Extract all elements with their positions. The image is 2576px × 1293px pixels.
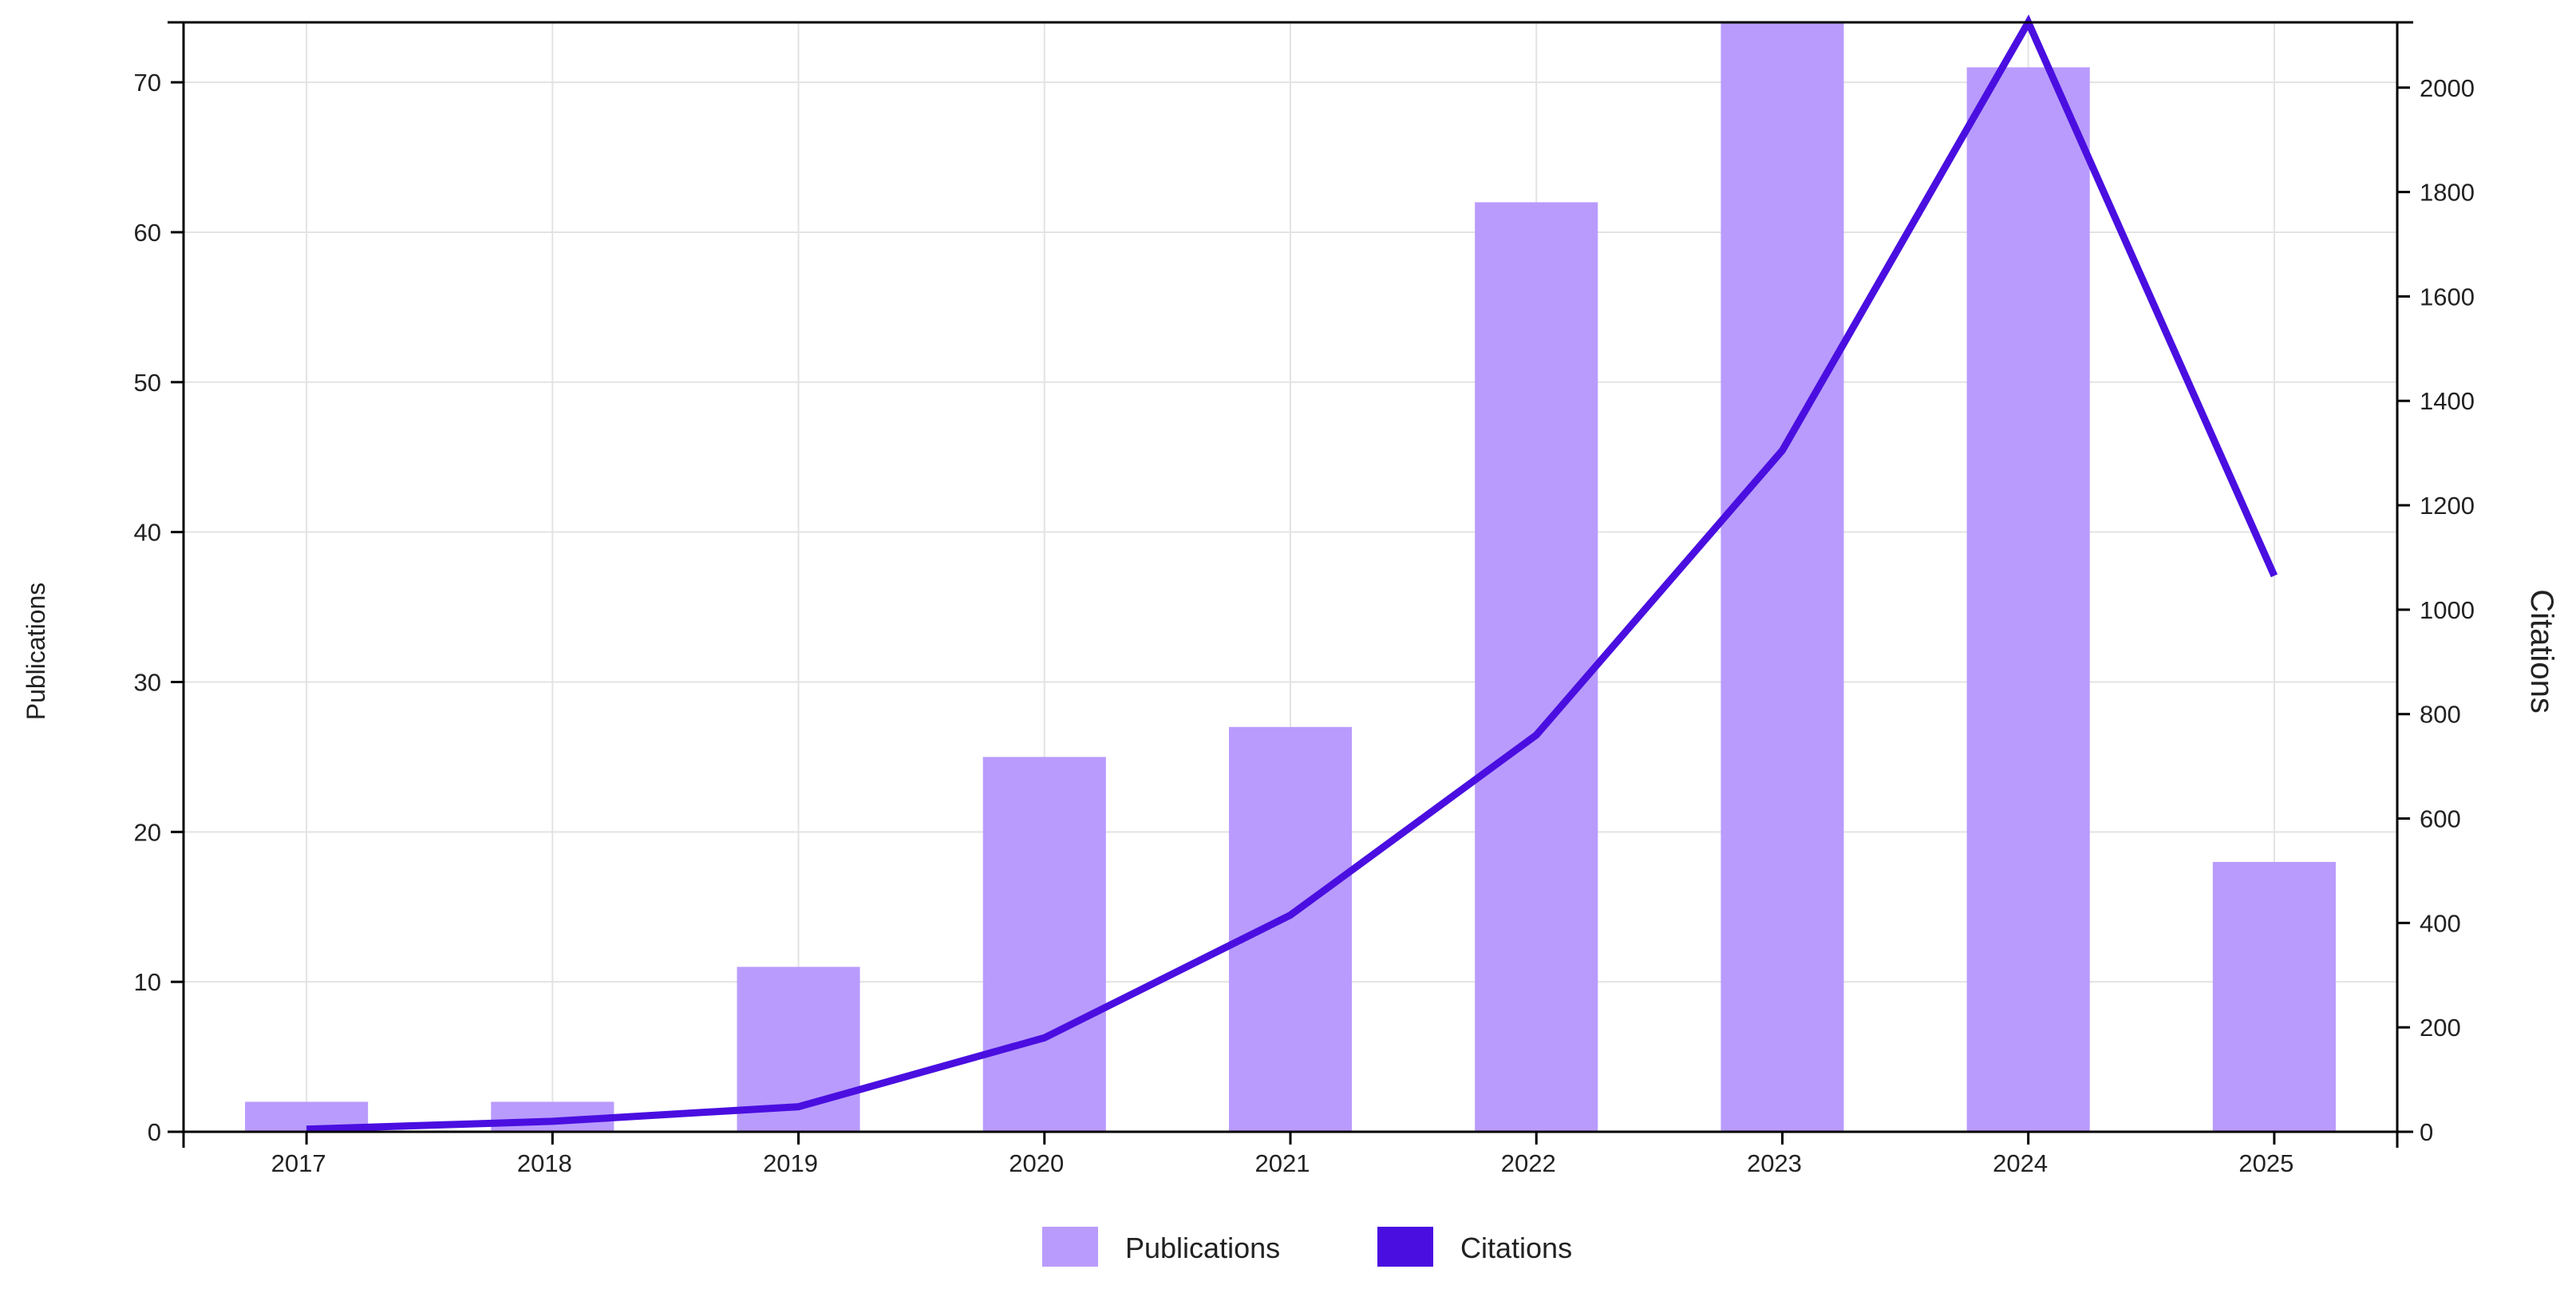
x-tick-label: 2020 <box>1009 1149 1064 1177</box>
x-tick-label: 2019 <box>763 1149 818 1177</box>
right-tick-label: 400 <box>2420 909 2461 937</box>
right-tick-label: 200 <box>2420 1014 2461 1042</box>
left-tick-label: 60 <box>134 219 161 247</box>
bar-publications-2025 <box>2212 861 2336 1132</box>
right-tick-label: 0 <box>2420 1118 2433 1146</box>
left-tick-label: 70 <box>134 69 161 97</box>
tick-labels: 0 10 20 30 40 50 60 70 0 200 400 600 800 1000 1200 1400… <box>134 69 2475 1177</box>
bar-publications-2022 <box>1475 202 1598 1133</box>
left-tick-label: 10 <box>134 968 161 996</box>
left-tick-label: 0 <box>148 1118 161 1146</box>
x-tick-label: 2021 <box>1255 1149 1310 1177</box>
right-tick-label: 2000 <box>2420 74 2475 102</box>
axes <box>168 21 2413 1148</box>
bar-publications-2021 <box>1228 726 1353 1132</box>
publications-bars <box>245 22 2336 1133</box>
right-tick-label: 600 <box>2420 805 2461 833</box>
right-tick-label: 800 <box>2420 701 2461 729</box>
x-tick-label: 2025 <box>2238 1149 2294 1177</box>
legend-label-citations: Citations <box>1460 1232 1572 1264</box>
x-tick-label: 2022 <box>1501 1149 1556 1177</box>
x-tick-label: 2023 <box>1747 1149 1802 1177</box>
right-tick-label: 1600 <box>2420 283 2475 310</box>
bar-publications-2024 <box>1966 67 2090 1133</box>
x-tick-label: 2024 <box>1993 1149 2048 1177</box>
x-tick-label: 2018 <box>517 1149 572 1177</box>
left-axis-title: Publications <box>22 583 50 721</box>
left-tick-label: 40 <box>134 519 161 547</box>
right-tick-label: 1000 <box>2420 596 2475 624</box>
bar-publications-2020 <box>982 757 1106 1132</box>
right-tick-label: 1400 <box>2420 387 2475 415</box>
legend-swatch-citations <box>1377 1227 1433 1267</box>
left-tick-label: 20 <box>134 818 161 846</box>
legend-swatch-publications <box>1042 1227 1098 1267</box>
x-tick-label: 2017 <box>271 1149 326 1177</box>
left-tick-label: 30 <box>134 668 161 696</box>
bar-publications-2023 <box>1721 22 1844 1132</box>
right-tick-label: 1800 <box>2420 179 2475 207</box>
citations-line <box>306 14 2278 1133</box>
citations-line-group <box>306 14 2278 1133</box>
left-tick-label: 50 <box>134 369 161 397</box>
legend-label-publications: Publications <box>1125 1232 1280 1264</box>
right-tick-label: 1200 <box>2420 492 2475 520</box>
legend: Publications Citations <box>1042 1227 1572 1267</box>
right-axis-title: Citations <box>2524 589 2559 714</box>
